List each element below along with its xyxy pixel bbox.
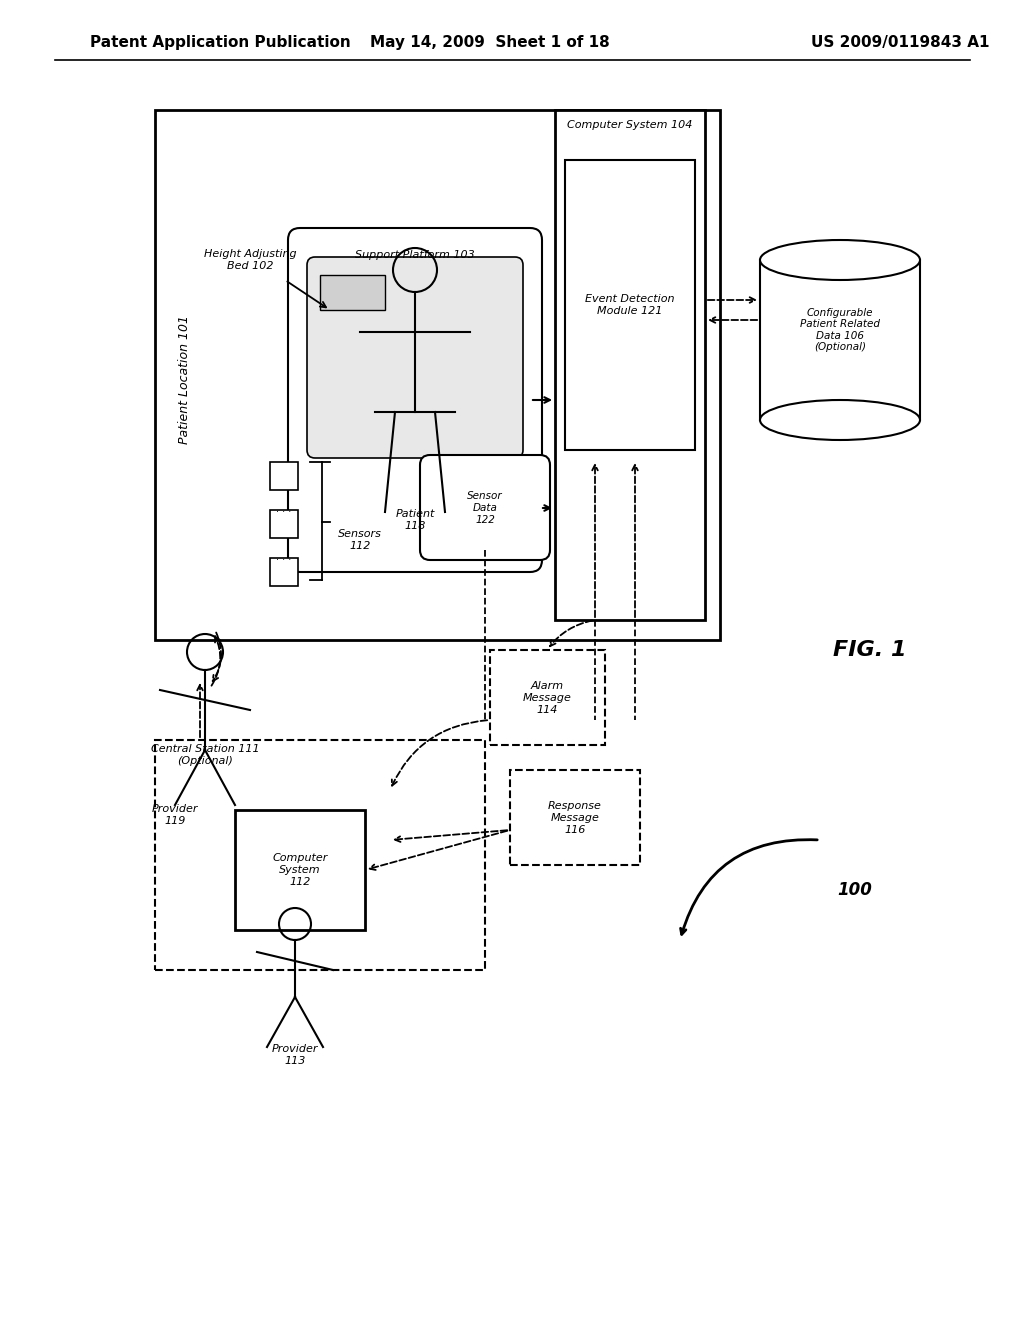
Bar [270, 510, 298, 539]
FancyBboxPatch shape [288, 228, 542, 572]
Text: US 2009/0119843 A1: US 2009/0119843 A1 [811, 34, 989, 49]
Bar [565, 160, 695, 450]
Text: Alarm
Message
114: Alarm Message 114 [522, 681, 571, 714]
Text: Provider
113: Provider 113 [271, 1044, 318, 1065]
Bar [270, 558, 298, 586]
Text: Height Adjusting
Bed 102: Height Adjusting Bed 102 [204, 249, 296, 271]
Text: · · ·: · · · [276, 554, 292, 565]
Bar [270, 462, 298, 490]
Text: Patient
118: Patient 118 [395, 510, 434, 531]
FancyBboxPatch shape [420, 455, 550, 560]
Text: Event Detection
Module 121: Event Detection Module 121 [586, 294, 675, 315]
Text: Patent Application Publication: Patent Application Publication [90, 34, 351, 49]
Text: Computer
System
112: Computer System 112 [272, 854, 328, 887]
Bar [155, 741, 485, 970]
Text: May 14, 2009  Sheet 1 of 18: May 14, 2009 Sheet 1 of 18 [370, 34, 610, 49]
Ellipse shape [760, 240, 920, 280]
Text: Patient Location 101: Patient Location 101 [178, 315, 191, 445]
Text: · · ·: · · · [276, 507, 292, 517]
Ellipse shape [760, 400, 920, 440]
Bar [490, 649, 605, 744]
FancyBboxPatch shape [307, 257, 523, 458]
Text: 100: 100 [838, 880, 872, 899]
Text: Provider
119: Provider 119 [152, 804, 199, 826]
Text: Support Platform 103: Support Platform 103 [355, 249, 475, 260]
Bar [155, 110, 720, 640]
Bar [510, 770, 640, 865]
Bar [319, 275, 385, 310]
Text: Configurable
Patient Related
Data 106
(Optional): Configurable Patient Related Data 106 (O… [800, 308, 880, 352]
Bar [234, 810, 365, 931]
Bar [760, 260, 920, 420]
Text: Sensors
112: Sensors 112 [338, 529, 382, 550]
Text: Central Station 111
(Optional): Central Station 111 (Optional) [151, 744, 259, 766]
Text: Sensor
Data
122: Sensor Data 122 [467, 491, 503, 524]
Bar [555, 110, 705, 620]
Text: Response
Message
116: Response Message 116 [548, 801, 602, 834]
Text: Computer System 104: Computer System 104 [567, 120, 692, 129]
Text: FIG. 1: FIG. 1 [834, 640, 906, 660]
